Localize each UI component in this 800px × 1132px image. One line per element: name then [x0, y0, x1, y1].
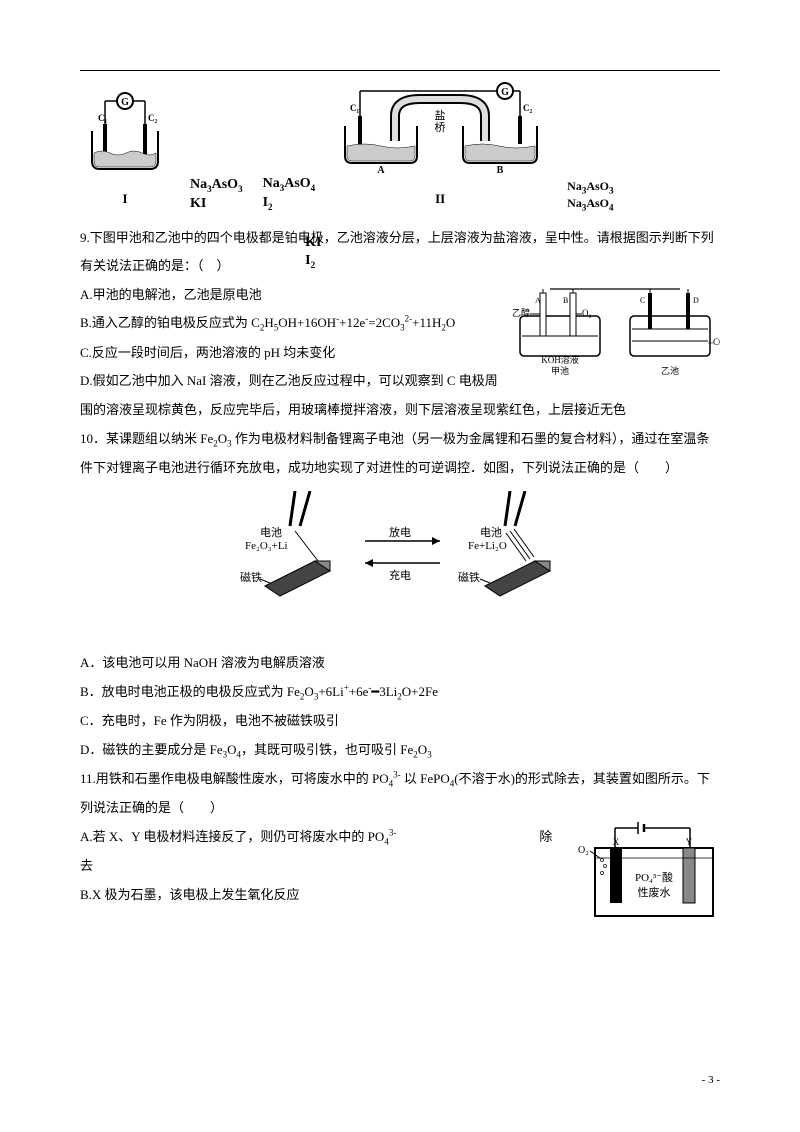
- ki-lbl: KII2: [305, 234, 321, 272]
- q11-figure: X Y O₂ PO₄³⁻酸 性废水: [570, 818, 720, 929]
- q10-C: C．充电时，Fe 作为阴极，电池不被磁铁吸引: [80, 707, 720, 736]
- q10-A: A．该电池可以用 NaOH 溶液为电解质溶液: [80, 649, 720, 678]
- apparatus-2-svg: G C₁ C₂ 盐 桥 A B: [335, 81, 545, 181]
- roman-1: I: [80, 185, 170, 214]
- svg-text:C₂: C₂: [148, 113, 157, 123]
- q10-figure: 电池 Fe₂O₃+Li 磁铁 放电 充电 电池 Fe+Li₂O 磁铁: [80, 491, 720, 612]
- apparatus-2: G C₁ C₂ 盐 桥 A B: [335, 81, 545, 214]
- apparatus-1: G C₁ C₂ I: [80, 91, 170, 214]
- svg-text:X: X: [613, 837, 620, 847]
- q10-stem: 10．某课题组以纳米 Fe2O3 作为电极材料制备锂离子电池（另一极为金属锂和石…: [80, 425, 720, 483]
- svg-text:O₂: O₂: [578, 845, 589, 856]
- label-na3aso3: Na3AsO3: [190, 176, 243, 195]
- svg-text:CCl₄: CCl₄: [713, 337, 720, 347]
- q10-svg: 电池 Fe₂O₃+Li 磁铁 放电 充电 电池 Fe+Li₂O 磁铁: [210, 491, 590, 601]
- label-ki: KI: [190, 195, 243, 213]
- apparatus-1-svg: G C₁ C₂: [80, 91, 170, 181]
- top-rule: [80, 70, 720, 71]
- svg-text:Fe+Li₂O: Fe+Li₂O: [468, 540, 507, 552]
- svg-text:充电: 充电: [389, 568, 411, 582]
- label-na3aso4: Na3AsO4: [263, 175, 316, 194]
- svg-text:O₂: O₂: [582, 308, 592, 318]
- svg-text:盐: 盐: [435, 109, 446, 122]
- svg-text:B: B: [497, 165, 504, 176]
- svg-text:乙池: 乙池: [661, 365, 679, 376]
- q9-svg: A B 乙醇 O₂ KOH溶液 甲池 C D CCl₄: [510, 281, 720, 376]
- svg-text:PO₄³⁻酸: PO₄³⁻酸: [635, 870, 673, 884]
- svg-text:C: C: [640, 296, 645, 305]
- svg-text:性废水: 性废水: [638, 885, 671, 899]
- q11-svg: X Y O₂ PO₄³⁻酸 性废水: [570, 818, 720, 918]
- svg-text:甲池: 甲池: [551, 365, 569, 376]
- page: G C₁ C₂ I Na3AsO3 KI: [0, 0, 800, 1132]
- svg-text:放电: 放电: [389, 525, 411, 539]
- label-i2: I2: [263, 194, 316, 213]
- q11-stem: 11.用铁和石墨作电极电解酸性废水，可将废水中的 PO43- 以 FePO4(不…: [80, 765, 720, 823]
- svg-text:G: G: [501, 87, 509, 98]
- na3aso3-r: Na3AsO3Na3AsO4: [567, 179, 613, 213]
- page-number: - 3 -: [702, 1068, 720, 1092]
- svg-text:A: A: [378, 165, 386, 176]
- svg-text:C₁: C₁: [350, 103, 359, 113]
- svg-text:Y: Y: [686, 837, 693, 847]
- svg-text:D: D: [693, 296, 699, 305]
- formula-col-2: Na3AsO4 I2: [263, 175, 316, 214]
- svg-text:Fe₂O₃+Li: Fe₂O₃+Li: [245, 540, 288, 552]
- svg-text:B: B: [563, 296, 568, 305]
- spacer: [80, 619, 720, 649]
- svg-text:磁铁: 磁铁: [240, 571, 262, 584]
- svg-text:G: G: [121, 97, 129, 108]
- svg-text:电池: 电池: [480, 526, 502, 539]
- formula-col-4: Na3AsO3Na3AsO4: [567, 179, 613, 213]
- q10-B: B．放电时电池正极的电极反应式为 Fe2O3+6Li++6e-━3Li2O+2F…: [80, 678, 720, 707]
- formula-col-1: Na3AsO3 KI: [190, 176, 243, 214]
- svg-text:KOH溶液: KOH溶液: [541, 354, 579, 365]
- svg-text:桥: 桥: [435, 121, 446, 134]
- roman-2: II: [335, 185, 545, 214]
- svg-text:乙醇: 乙醇: [512, 307, 530, 318]
- svg-text:A: A: [535, 296, 541, 305]
- q9-figure: A B 乙醇 O₂ KOH溶液 甲池 C D CCl₄: [510, 281, 720, 387]
- svg-text:C₂: C₂: [523, 103, 532, 113]
- q10-D: D．磁铁的主要成分是 Fe3O4，其既可吸引铁，也可吸引 Fe2O3: [80, 736, 720, 765]
- svg-text:磁铁: 磁铁: [458, 571, 480, 584]
- diagram-row-1: G C₁ C₂ I Na3AsO3 KI: [80, 81, 720, 214]
- q9-stem: 9.下图甲池和乙池中的四个电极都是铂电极，乙池溶液分层，上层溶液为盐溶液，呈中性…: [80, 224, 720, 281]
- svg-text:电池: 电池: [260, 526, 282, 539]
- svg-text:C₁: C₁: [98, 113, 107, 123]
